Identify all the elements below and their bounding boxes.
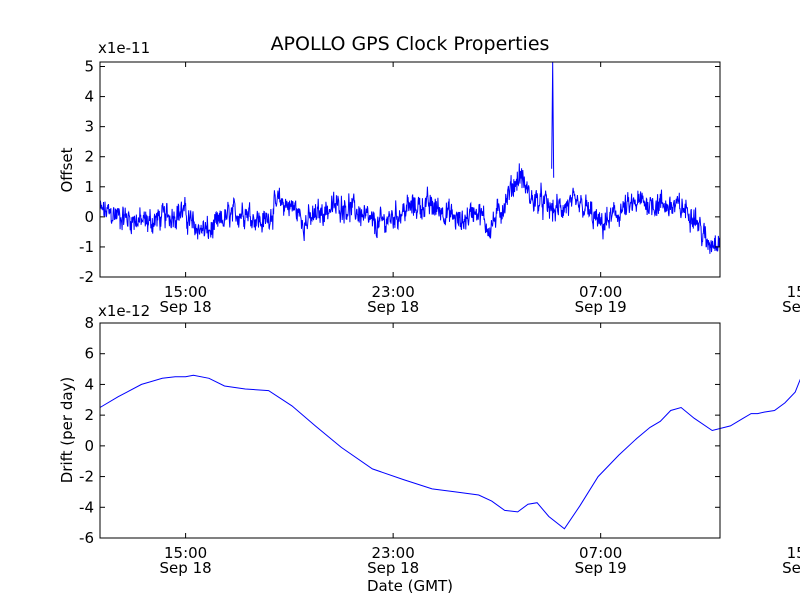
drift-series-line	[99, 374, 800, 530]
drift-y-tick-label: -4	[79, 498, 94, 516]
drift-x-tick-label-date: Sep 19	[782, 559, 800, 577]
drift-axes-frame	[99, 322, 721, 539]
offset-x-tick-label-date: Sep 18	[160, 298, 212, 316]
offset-y-tick-label: 0	[84, 208, 94, 226]
chart-title: APOLLO GPS Clock Properties	[271, 33, 550, 55]
drift-y-tick-label: 4	[84, 375, 94, 393]
drift-x-tick-label-date: Sep 18	[160, 559, 212, 577]
offset-y-tick-label: -1	[79, 238, 94, 256]
drift-y-axis-label: Drift (per day)	[58, 377, 76, 484]
offset-x-tick-label-time: 15:00	[787, 283, 800, 301]
offset-x-tick-label-time: 15:00	[164, 283, 207, 301]
drift-axis-multiplier: x1e-12	[98, 302, 150, 320]
drift-y-tick-label: -6	[79, 529, 94, 547]
drift-y-tick-label: 2	[84, 406, 94, 424]
drift-x-tick-label-time: 15:00	[164, 544, 207, 562]
offset-y-ticks: -2 -1 0 1 2 3 4 5	[79, 58, 720, 286]
drift-y-tick-label: 0	[84, 437, 94, 455]
drift-x-tick-label-time: 07:00	[579, 544, 622, 562]
drift-x-axis-label: Date (GMT)	[367, 577, 453, 595]
offset-series-line	[99, 163, 721, 254]
offset-axes-frame	[99, 61, 721, 278]
offset-axis-multiplier: x1e-11	[98, 39, 150, 57]
offset-y-tick-label: 3	[84, 118, 94, 136]
offset-y-tick-label: 2	[84, 148, 94, 166]
drift-y-tick-label: -2	[79, 468, 94, 486]
drift-x-tick-label-date: Sep 19	[575, 559, 627, 577]
offset-x-tick-label-date: Sep 19	[575, 298, 627, 316]
drift-y-tick-label: 8	[84, 314, 94, 332]
drift-y-tick-label: 6	[84, 345, 94, 363]
drift-panel: x1e-12 Drift (per day) Date (GMT) -6 -4 -2…	[58, 302, 800, 595]
offset-y-tick-label: 5	[84, 58, 94, 76]
offset-y-tick-label: 4	[84, 88, 94, 106]
drift-x-tick-label-time: 15:00	[787, 544, 800, 562]
offset-x-tick-label-time: 23:00	[372, 283, 415, 301]
offset-x-tick-label-time: 07:00	[579, 283, 622, 301]
drift-x-tick-label-time: 23:00	[372, 544, 415, 562]
offset-y-axis-label: Offset	[58, 147, 76, 192]
offset-y-tick-label: -2	[79, 268, 94, 286]
drift-x-tick-label-date: Sep 18	[367, 559, 419, 577]
offset-x-tick-label-date: Sep 18	[367, 298, 419, 316]
offset-y-tick-label: 1	[84, 178, 94, 196]
offset-x-tick-label-date: Sep 19	[782, 298, 800, 316]
drift-y-ticks: -6 -4 -2 0 2 4 6 8	[79, 314, 720, 547]
